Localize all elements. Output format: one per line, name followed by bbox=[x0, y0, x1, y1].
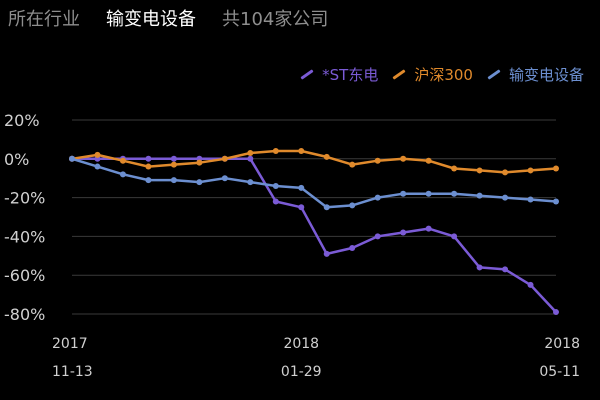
data-point[interactable] bbox=[502, 169, 509, 176]
industry-label: 所在行业 bbox=[8, 9, 80, 30]
x-tick-date: 01-29 bbox=[281, 364, 322, 380]
data-point[interactable] bbox=[196, 159, 203, 166]
data-point[interactable] bbox=[170, 161, 177, 168]
legend-item-industry[interactable]: 输变电设备 bbox=[487, 64, 584, 85]
data-point[interactable] bbox=[170, 177, 177, 184]
series-line-2[interactable] bbox=[71, 157, 557, 209]
data-point[interactable] bbox=[323, 250, 330, 257]
industry-name[interactable]: 输变电设备 bbox=[106, 9, 196, 30]
y-tick-label: 0% bbox=[4, 150, 29, 169]
data-point[interactable] bbox=[502, 266, 509, 273]
legend-item-hs300[interactable]: 沪深300 bbox=[392, 64, 473, 85]
data-point[interactable] bbox=[374, 194, 381, 201]
data-point[interactable] bbox=[247, 155, 254, 162]
header: 所在行业 输变电设备 共104家公司 bbox=[8, 4, 328, 32]
x-tick-date: 11-13 bbox=[52, 364, 93, 380]
data-point[interactable] bbox=[553, 165, 559, 172]
data-point[interactable] bbox=[272, 148, 279, 155]
data-point[interactable] bbox=[502, 194, 509, 201]
y-tick-label: -60% bbox=[4, 266, 45, 285]
series-line-1[interactable] bbox=[71, 149, 557, 174]
data-point[interactable] bbox=[119, 157, 126, 164]
data-point[interactable] bbox=[527, 281, 534, 288]
y-tick-label: -80% bbox=[4, 305, 45, 324]
legend-label: 输变电设备 bbox=[508, 66, 584, 84]
legend-label: 沪深300 bbox=[414, 66, 473, 84]
data-point[interactable] bbox=[221, 175, 228, 182]
data-point[interactable] bbox=[119, 171, 126, 178]
data-point[interactable] bbox=[349, 202, 356, 209]
data-point[interactable] bbox=[451, 233, 458, 240]
series-line-0[interactable] bbox=[72, 157, 557, 313]
data-point[interactable] bbox=[374, 157, 381, 164]
x-tick-year: 2017 bbox=[52, 336, 88, 352]
data-point[interactable] bbox=[349, 161, 356, 168]
data-point[interactable] bbox=[196, 179, 203, 186]
data-point[interactable] bbox=[451, 190, 458, 197]
data-point[interactable] bbox=[247, 149, 254, 156]
data-point[interactable] bbox=[145, 177, 152, 184]
data-point[interactable] bbox=[145, 163, 152, 170]
data-point[interactable] bbox=[476, 264, 483, 271]
data-point[interactable] bbox=[425, 157, 432, 164]
data-point[interactable] bbox=[69, 155, 75, 162]
data-point[interactable] bbox=[298, 204, 305, 211]
data-point[interactable] bbox=[400, 190, 407, 197]
data-point[interactable] bbox=[298, 184, 305, 191]
data-point[interactable] bbox=[170, 155, 177, 162]
y-tick-label: 20% bbox=[4, 111, 40, 130]
data-point[interactable] bbox=[451, 165, 458, 172]
data-point[interactable] bbox=[94, 151, 101, 158]
data-point[interactable] bbox=[425, 225, 432, 232]
data-point[interactable] bbox=[374, 233, 381, 240]
x-tick-date: 05-11 bbox=[539, 364, 580, 380]
data-point[interactable] bbox=[476, 167, 483, 174]
data-point[interactable] bbox=[425, 190, 432, 197]
y-tick-label: -40% bbox=[4, 227, 45, 246]
data-point[interactable] bbox=[221, 155, 228, 162]
data-point[interactable] bbox=[94, 163, 101, 170]
data-point[interactable] bbox=[476, 192, 483, 199]
data-point[interactable] bbox=[527, 196, 534, 203]
data-point[interactable] bbox=[349, 245, 356, 252]
chart-legend: *ST东电 沪深300 输变电设备 bbox=[286, 64, 584, 85]
data-point[interactable] bbox=[400, 229, 407, 236]
data-point[interactable] bbox=[272, 198, 279, 205]
data-point[interactable] bbox=[323, 153, 330, 160]
data-point[interactable] bbox=[272, 182, 279, 189]
data-point[interactable] bbox=[323, 204, 330, 211]
y-tick-label: -20% bbox=[4, 189, 45, 208]
data-point[interactable] bbox=[298, 148, 305, 155]
legend-item-st-dongdian[interactable]: *ST东电 bbox=[300, 64, 378, 85]
x-tick-year: 2018 bbox=[544, 336, 580, 352]
legend-label: *ST东电 bbox=[322, 66, 379, 84]
data-point[interactable] bbox=[145, 155, 152, 162]
data-point[interactable] bbox=[553, 309, 559, 316]
company-count: 共104家公司 bbox=[222, 9, 329, 30]
data-point[interactable] bbox=[400, 155, 407, 162]
data-point[interactable] bbox=[553, 198, 559, 205]
data-point[interactable] bbox=[527, 167, 534, 174]
data-point[interactable] bbox=[247, 179, 254, 186]
x-tick-year: 2018 bbox=[283, 336, 319, 352]
